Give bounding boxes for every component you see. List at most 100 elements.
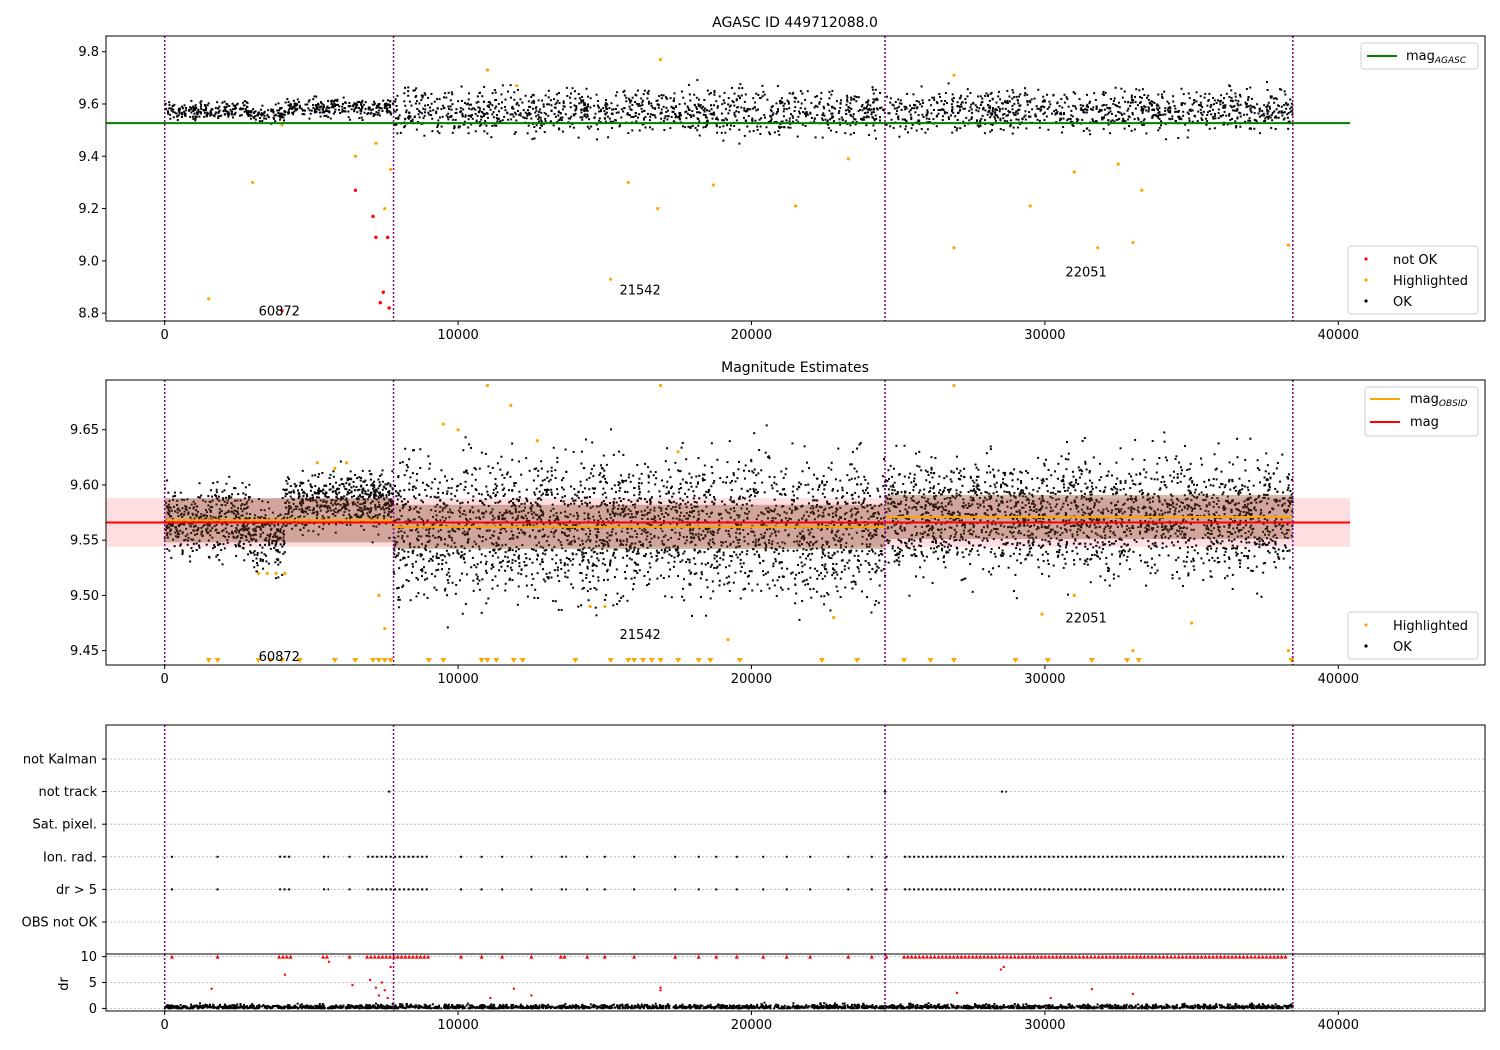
p1-ok-point: [506, 111, 509, 114]
p1-ok-point: [562, 102, 565, 105]
p1-ok-point: [332, 112, 335, 115]
p2-ok-point: [332, 490, 335, 493]
p2-ok-point: [537, 474, 540, 477]
p1-ok-point: [524, 94, 527, 97]
p1-ok-point: [917, 100, 920, 103]
p2-ok-point: [218, 499, 221, 502]
p2-ok-point: [387, 482, 390, 485]
p1-ok-point: [247, 114, 250, 117]
p2-ok-point: [306, 512, 309, 515]
p1-ok-point: [686, 105, 689, 108]
p1-ok-point: [1016, 99, 1019, 102]
p1-ok-point: [404, 118, 407, 121]
p2-ok-point: [385, 507, 388, 510]
p1-ok-point: [687, 83, 690, 86]
p2-ok-point: [172, 505, 175, 508]
p2-ok-point: [244, 486, 247, 489]
p2-ok-point: [361, 495, 364, 498]
p2-ok-point: [729, 516, 732, 519]
p2-ok-point: [420, 554, 423, 557]
p2-ok-point: [372, 525, 375, 528]
p2-ok-point: [328, 488, 331, 491]
p2-ok-point: [592, 475, 595, 478]
p1-ok-point: [403, 86, 406, 89]
p2-ok-point: [506, 511, 509, 514]
p1-ok-point: [646, 97, 649, 100]
p1-ok-point: [1048, 106, 1051, 109]
p1-ok-point: [1249, 86, 1252, 89]
p1-highlighted-point: [711, 183, 715, 187]
p1-ok-point: [1099, 110, 1102, 113]
p1-ok-point: [415, 128, 418, 131]
p2-ok-point: [312, 496, 315, 499]
p1-ok-point: [283, 113, 286, 116]
p1-ok-point: [943, 112, 946, 115]
p2-ok-point: [209, 529, 212, 532]
p2-ok-point: [176, 530, 179, 533]
p1-ok-point: [312, 98, 315, 101]
p1-ok-point: [1065, 96, 1068, 99]
p1-ok-point: [421, 96, 424, 99]
p1-ok-point: [666, 118, 669, 121]
p1-ok-point: [1140, 109, 1143, 112]
p2-ok-point: [512, 537, 515, 540]
p2-ok-point: [245, 517, 248, 520]
p2-ok-point: [188, 522, 191, 525]
p2-ok-point: [317, 492, 320, 495]
p2-ok-point: [332, 486, 335, 489]
p2-ok-point: [878, 584, 881, 587]
p1-ok-point: [1269, 95, 1272, 98]
p2-ok-point: [503, 512, 506, 515]
p2-ok-point: [326, 505, 329, 508]
p2-ok-point: [218, 531, 221, 534]
p1-ok-point: [1122, 120, 1125, 123]
p1-ok-point: [969, 106, 972, 109]
p1-ok-point: [1042, 100, 1045, 103]
p1-ok-point: [1201, 118, 1204, 121]
p2-ok-point: [842, 533, 845, 536]
p1-ok-point: [952, 97, 955, 100]
p1-ok-point: [1103, 108, 1106, 111]
p1-ok-point: [481, 95, 484, 98]
p2-ok-point: [218, 512, 221, 515]
p1-ok-point: [532, 100, 535, 103]
p2-ok-point: [282, 543, 285, 546]
p1-ok-point: [1237, 104, 1240, 107]
p2-ok-point: [192, 529, 195, 532]
p2-ok-point: [435, 545, 438, 548]
p1-ok-point: [537, 99, 540, 102]
p2-ok-point: [316, 512, 319, 515]
p2-ok-point: [187, 536, 190, 539]
p1-ok-point: [873, 119, 876, 122]
p1-ok-point: [801, 123, 804, 126]
p2-ok-point: [282, 522, 285, 525]
p1-ok-point: [478, 121, 481, 124]
p1-ok-point: [435, 110, 438, 113]
p1-ok-point: [996, 116, 999, 119]
p1-ok-point: [605, 106, 608, 109]
p2-ok-point: [711, 511, 714, 514]
p2-ok-point: [308, 508, 311, 511]
p2-ok-point: [726, 511, 729, 514]
p1-ok-point: [453, 125, 456, 128]
p2-ok-point: [319, 509, 322, 512]
p1-ok-point: [822, 105, 825, 108]
p2-ok-point: [629, 535, 632, 538]
p2-ok-point: [271, 539, 274, 542]
p1-ok-point: [286, 98, 289, 101]
p2-ok-point: [662, 577, 665, 580]
p1-ok-point: [335, 103, 338, 106]
p2-ok-point: [764, 543, 767, 546]
p1-ok-point: [321, 111, 324, 114]
p2-ok-point: [349, 515, 352, 518]
p1-ok-point: [737, 111, 740, 114]
p2-ok-point: [554, 562, 557, 565]
p1-ok-point: [1026, 101, 1029, 104]
p1-ok-point: [454, 118, 457, 121]
p1-ok-point: [871, 116, 874, 119]
p1-notok-point: [378, 300, 383, 305]
p2-ok-point: [824, 568, 827, 571]
p2-ok-point: [601, 552, 604, 555]
p2-ok-point: [510, 530, 513, 533]
p2-ok-point: [208, 524, 211, 527]
